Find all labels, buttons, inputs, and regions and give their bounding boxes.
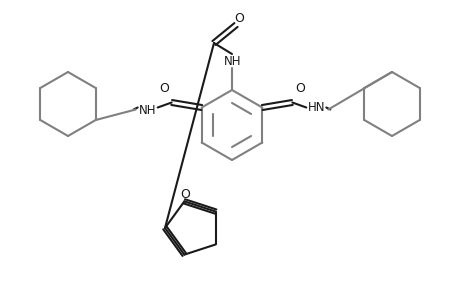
Text: O: O bbox=[158, 82, 168, 95]
Text: NH: NH bbox=[139, 104, 156, 117]
Text: HN: HN bbox=[307, 101, 325, 114]
Text: O: O bbox=[295, 82, 305, 95]
Text: O: O bbox=[180, 188, 190, 201]
Text: NH: NH bbox=[224, 55, 241, 68]
Text: O: O bbox=[234, 11, 243, 25]
